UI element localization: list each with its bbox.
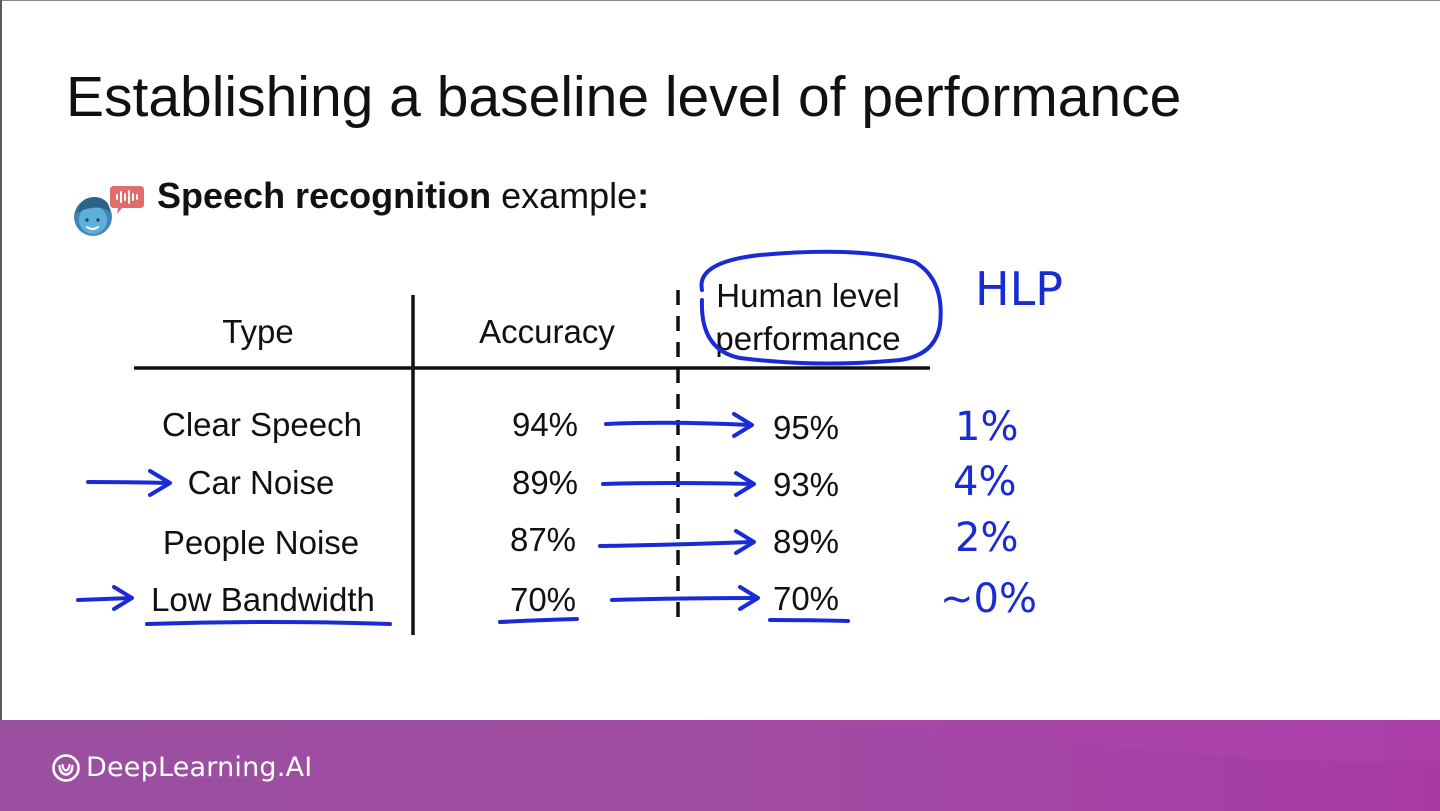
row2-gap-annotation: 4% xyxy=(953,459,1016,505)
row4-arrow-annotation xyxy=(610,585,760,611)
row2-type: Car Noise xyxy=(188,464,335,501)
row1-gap-annotation: 1% xyxy=(955,404,1018,450)
subtitle-rest: example xyxy=(491,175,638,216)
row4-accuracy: 70% xyxy=(510,581,576,618)
row4-hlp: 70% xyxy=(773,580,839,617)
footer-bar: DeepLearning.AI xyxy=(0,720,1440,811)
row1-accuracy: 94% xyxy=(512,406,578,443)
row3-type: People Noise xyxy=(163,524,359,561)
row1-arrow-annotation xyxy=(604,412,754,438)
row4-hlp-underline xyxy=(768,618,850,623)
row3-accuracy: 87% xyxy=(510,521,576,558)
slide-subtitle: Speech recognition example: xyxy=(157,175,649,217)
row2-accuracy: 89% xyxy=(512,464,578,501)
low-bandwidth-underline xyxy=(145,620,392,626)
subtitle-colon: : xyxy=(637,175,650,216)
speaking-person-icon xyxy=(74,186,144,236)
row3-hlp: 89% xyxy=(773,523,839,560)
row3-arrow-annotation xyxy=(598,529,756,555)
hlp-annotation-label: HLP xyxy=(975,262,1063,316)
row2-hlp: 93% xyxy=(773,466,839,503)
row1-type: Clear Speech xyxy=(162,406,362,443)
row3-gap-annotation: 2% xyxy=(955,515,1018,561)
footer-wave-decoration xyxy=(600,720,1440,763)
low-bandwidth-pointer-arrow xyxy=(76,585,134,611)
row4-accuracy-underline xyxy=(498,617,579,624)
frame-border-top xyxy=(0,0,1440,1)
header-type: Type xyxy=(222,313,294,350)
footer-brand-name: DeepLearning.AI xyxy=(86,752,313,783)
slide-title: Establishing a baseline level of perform… xyxy=(66,65,1182,129)
row4-type: Low Bandwidth xyxy=(151,581,375,618)
row2-arrow-annotation xyxy=(601,471,756,497)
hlp-circle-annotation xyxy=(699,249,943,366)
row1-hlp: 95% xyxy=(773,409,839,446)
header-accuracy: Accuracy xyxy=(479,313,615,350)
header-hlp-line2: performance xyxy=(715,320,900,357)
header-hlp-line1: Human level xyxy=(716,277,899,314)
subtitle-bold: Speech recognition xyxy=(157,175,492,216)
car-noise-pointer-arrow xyxy=(86,469,172,497)
row4-gap-annotation: ~0% xyxy=(940,576,1037,622)
deeplearning-logo-icon xyxy=(52,753,80,782)
footer-brand: DeepLearning.AI xyxy=(52,752,312,783)
frame-border-left xyxy=(0,0,2,720)
